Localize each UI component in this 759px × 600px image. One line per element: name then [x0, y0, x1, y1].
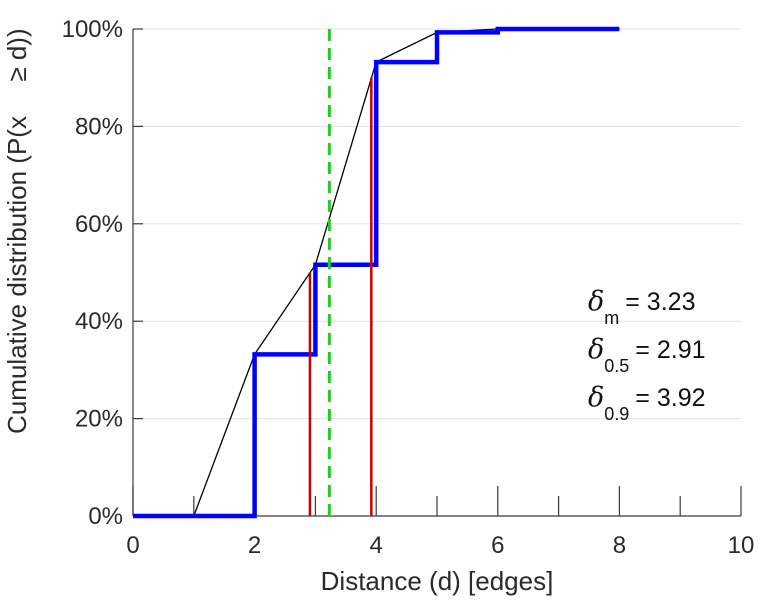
axes [132, 29, 741, 517]
y-tick-label: 20% [75, 406, 123, 433]
annotation-3: δ0.9= 3.92 [588, 382, 706, 424]
interpolated-line [193, 28, 620, 517]
x-tick-label: 6 [491, 532, 504, 559]
percentile-lines [308, 29, 373, 516]
x-tick-label: 4 [370, 532, 383, 559]
y-tick-label: 80% [75, 113, 123, 140]
y-tick-label: 100% [62, 16, 123, 43]
x-tick-label: 0 [126, 532, 139, 559]
x-tick-label: 10 [728, 532, 755, 559]
y-axis-ticks: 0% 20% 40% 60% 80% 100% [62, 16, 143, 530]
y-axis-label-line1: Cumulative distribution (P(x [2, 116, 32, 434]
y-tick-label: 60% [75, 211, 123, 238]
x-axis-label: Distance (d) [edges] [321, 566, 554, 596]
x-axis-ticks: 0 2 4 6 8 10 [126, 486, 754, 559]
x-tick-label: 2 [248, 532, 261, 559]
annotation-1: δm= 3.23 [588, 286, 695, 328]
y-tick-label: 40% [75, 308, 123, 335]
cdf-step-line [133, 26, 620, 519]
y-tick-label: 0% [88, 503, 123, 530]
y-axis-label-line2: ≥ d)) [2, 28, 32, 81]
annotation-2: δ0.5= 2.91 [588, 334, 706, 376]
data-series [133, 26, 620, 519]
statistics-annotations: δm= 3.23 δ0.5= 2.91 δ0.9= 3.92 [588, 286, 706, 424]
grid-lines [133, 28, 741, 420]
x-tick-label: 8 [613, 532, 626, 559]
